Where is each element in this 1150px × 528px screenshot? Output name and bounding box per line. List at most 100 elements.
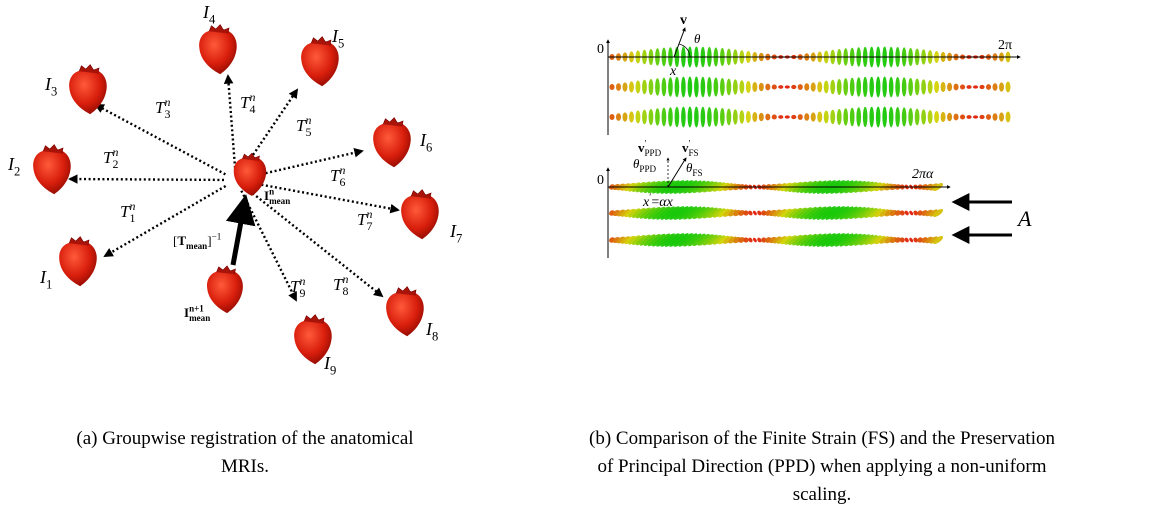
- tensor-row: [608, 232, 944, 249]
- tensor: [746, 111, 751, 123]
- tensor: [876, 77, 881, 98]
- tensor: [765, 114, 770, 121]
- tensor: [986, 84, 991, 90]
- transform-label: 8: [342, 284, 348, 298]
- tensor: [655, 108, 660, 125]
- tensor: [629, 111, 634, 122]
- tensor: [899, 210, 906, 217]
- tensor: [817, 111, 822, 122]
- caption: MRIs.: [221, 456, 269, 477]
- heart: [234, 153, 266, 196]
- tensor: [979, 115, 984, 119]
- transform-arrow: [228, 76, 235, 168]
- tensor: [966, 115, 971, 119]
- tensor: [921, 79, 926, 94]
- tensor: [649, 109, 654, 125]
- tensor: [824, 81, 829, 94]
- tensor: [992, 113, 997, 120]
- tensor: [902, 77, 907, 96]
- heart-body: [207, 270, 243, 313]
- axis-label: 2πα: [912, 167, 934, 182]
- tensor: [714, 77, 719, 96]
- heart-body: [199, 29, 237, 74]
- tensor: [759, 113, 764, 121]
- heart-body: [234, 157, 266, 196]
- image-label: 2: [14, 164, 20, 178]
- heart-body: [69, 69, 107, 114]
- tensor: [720, 78, 725, 96]
- mean-label: mean: [269, 196, 290, 206]
- tensor: [915, 79, 920, 96]
- heart: [69, 65, 107, 115]
- tensor-row: [609, 77, 1010, 98]
- tensor: [928, 110, 933, 124]
- tensor: [778, 115, 783, 119]
- heart-body: [373, 122, 411, 167]
- tensor: [778, 85, 783, 89]
- tensor: [804, 83, 809, 91]
- tensor: [675, 77, 680, 97]
- image-label: 1: [46, 277, 52, 291]
- tensor: [746, 81, 751, 93]
- inverse-label: −1: [212, 232, 222, 242]
- caption: of Principal Direction (PPD) when applyi…: [597, 456, 1046, 477]
- tensor: [694, 77, 699, 98]
- tensor: [707, 107, 712, 127]
- axis-label: 0: [597, 173, 604, 188]
- vector-label: FS: [689, 148, 699, 158]
- image-label: 6: [426, 140, 432, 154]
- image-label: 7: [456, 231, 462, 245]
- tensor: [714, 107, 719, 126]
- tensor: [798, 114, 803, 120]
- tensor: [668, 107, 673, 127]
- tensor: [960, 84, 965, 89]
- tensor: [899, 237, 906, 244]
- image-label: 9: [330, 363, 336, 377]
- tensor: [811, 82, 816, 91]
- tensor: [863, 107, 868, 127]
- tensor: [869, 77, 874, 98]
- tensor: [902, 107, 907, 126]
- tensor: [752, 82, 757, 92]
- image-label: 8: [432, 329, 438, 343]
- tensor: [804, 113, 809, 121]
- axis-label: 2π: [998, 38, 1012, 53]
- tensor: [622, 82, 627, 91]
- tensor: [999, 112, 1004, 121]
- tensor: [720, 108, 725, 126]
- tensor: [921, 109, 926, 124]
- transform-arrow: [241, 191, 296, 300]
- coord-label: =: [651, 195, 659, 210]
- heart: [386, 287, 424, 337]
- tensor: [908, 210, 914, 216]
- tensor: [662, 78, 667, 97]
- caption: (b) Comparison of the Finite Strain (FS)…: [589, 428, 1055, 449]
- tensor: [616, 113, 621, 121]
- transform-label: 3: [164, 107, 170, 121]
- tensor: [843, 78, 848, 95]
- transform-arrow: [70, 179, 224, 180]
- transform-label: 4: [249, 102, 255, 116]
- tensor: [681, 77, 686, 98]
- transform-label: 6: [339, 175, 345, 189]
- tensor: [941, 82, 946, 92]
- tensor: [772, 114, 777, 119]
- vector-label: v: [680, 13, 687, 28]
- tensor: [999, 82, 1004, 91]
- tensor: [934, 81, 939, 93]
- axis-label: 0: [597, 42, 604, 57]
- caption: scaling.: [793, 484, 852, 505]
- tensor: [726, 109, 731, 126]
- heart-body: [401, 194, 439, 239]
- tensor: [616, 83, 621, 91]
- tensor: [759, 83, 764, 91]
- transform-label: 7: [366, 219, 372, 233]
- tensor: [688, 77, 693, 98]
- tensor: [726, 79, 731, 96]
- tensor: [947, 113, 952, 121]
- tensor: [869, 107, 874, 128]
- tensor: [668, 77, 673, 97]
- tensor: [908, 237, 914, 243]
